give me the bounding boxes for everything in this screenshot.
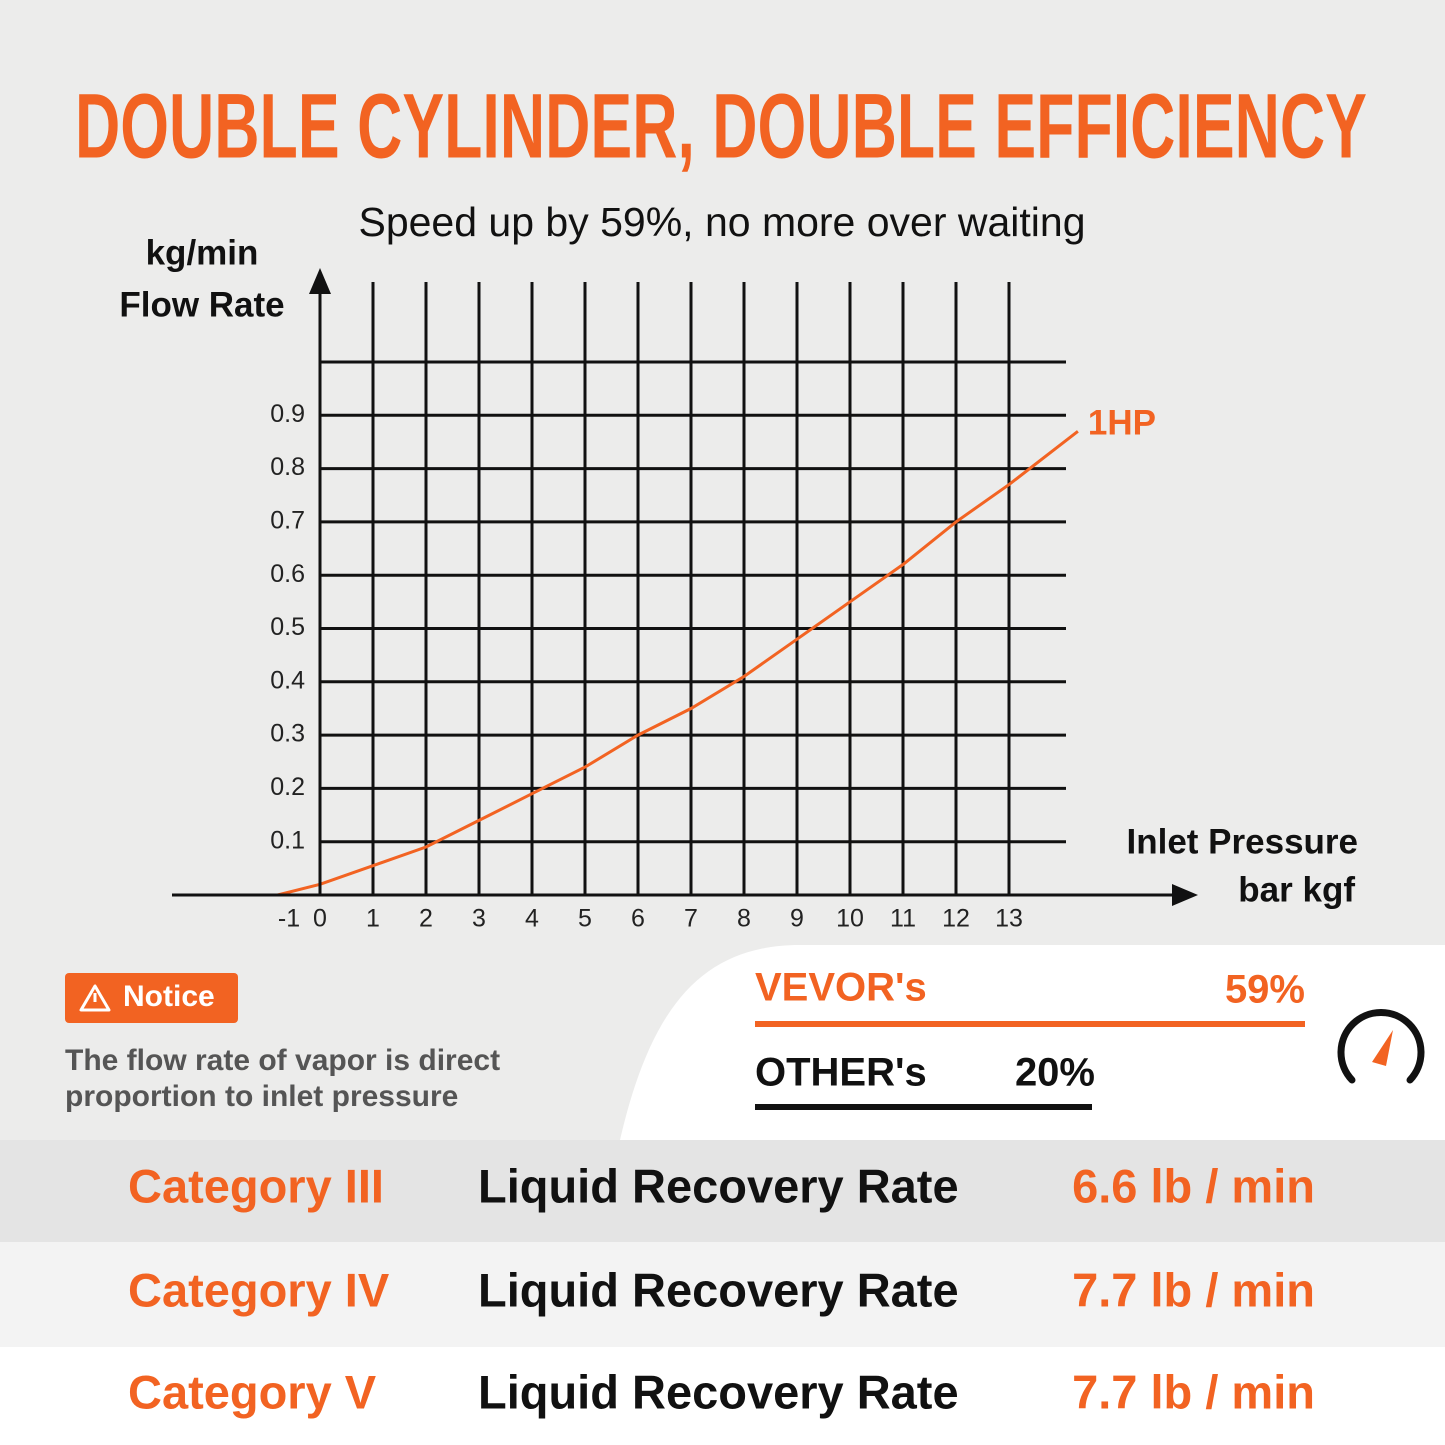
y-axis-label: Flow Rate (119, 285, 284, 324)
y-tick-label: 0.6 (270, 560, 305, 588)
x-tick-label: 9 (790, 905, 804, 933)
compare-name: VEVOR's (755, 966, 927, 1010)
y-tick-label: 0.3 (270, 720, 305, 748)
x-tick-label: 6 (631, 905, 645, 933)
x-tick-label: 2 (419, 905, 433, 933)
y-tick-label: 0.1 (270, 826, 305, 854)
rate-value: 7.7 lb / min (1072, 1365, 1315, 1418)
category: Category III (128, 1159, 384, 1212)
gauge-icon (1337, 1008, 1425, 1084)
table: Category III Liquid Recovery Rate 6.6 lb /… (128, 1159, 1315, 1418)
y-tick-label: 0.4 (270, 666, 305, 694)
series-label: 1HP (1088, 404, 1156, 443)
y-tick-label: 0.5 (270, 613, 305, 641)
x-tick-label: 13 (995, 905, 1023, 933)
category: Category V (128, 1365, 377, 1418)
warning-icon (79, 984, 111, 1012)
row-bg (0, 1140, 1445, 1242)
rate-label: Liquid Recovery Rate (478, 1263, 959, 1316)
x-tick-label: 3 (472, 905, 486, 933)
x-tick-label: 1 (366, 905, 380, 933)
rate-label: Liquid Recovery Rate (478, 1365, 959, 1418)
notice-text: proportion to inlet pressure (65, 1080, 458, 1113)
x-axis-unit: bar kgf (1238, 870, 1355, 909)
notice-label: Notice (123, 980, 215, 1013)
rate-label: Liquid Recovery Rate (478, 1159, 959, 1212)
x-tick-label: 12 (942, 905, 970, 933)
y-tick-label: 0.9 (270, 400, 305, 428)
x-tick-label: 4 (525, 905, 539, 933)
x-tick-label: 10 (836, 905, 864, 933)
compare-value: 20% (1015, 1051, 1095, 1095)
row-bg (0, 1347, 1445, 1445)
gauge-arc (1337, 1008, 1425, 1084)
y-tick-label: 0.7 (270, 507, 305, 535)
rate-value: 6.6 lb / min (1072, 1159, 1315, 1212)
category: Category IV (128, 1263, 390, 1316)
compare-name: OTHER's (755, 1051, 927, 1095)
series-line (277, 430, 1079, 897)
x-tick-label: 7 (684, 905, 698, 933)
y-arrow (309, 268, 331, 294)
notice-text: The flow rate of vapor is direct (65, 1044, 500, 1077)
gauge-needle (1372, 1030, 1393, 1066)
plot: 0.10.20.30.40.50.60.70.80.9-1 0 1 2 3 4 5 6 7 8 9 1… (270, 282, 1156, 933)
y-tick-label: 0.2 (270, 773, 305, 801)
x-axis-label: Inlet Pressure (1127, 822, 1359, 861)
x-tick-label: 5 (578, 905, 592, 933)
y-tick-label: 0.8 (270, 453, 305, 481)
compare-value: 59% (1225, 968, 1305, 1012)
subtitle: Speed up by 59%, no more over waiting (358, 199, 1085, 245)
rate-value: 7.7 lb / min (1072, 1263, 1315, 1316)
x-tick-label: 0 (313, 905, 327, 933)
x-tick-label: -1 (278, 905, 300, 933)
x-arrow (1172, 884, 1198, 906)
x-tick-label: 11 (890, 905, 916, 933)
row-bg (0, 1242, 1445, 1347)
title: DOUBLE CYLINDER, DOUBLE EFFICIENCY (75, 75, 1367, 177)
comparison-panel (620, 945, 1445, 1140)
x-tick-label: 8 (737, 905, 751, 933)
y-axis-unit: kg/min (146, 233, 259, 272)
